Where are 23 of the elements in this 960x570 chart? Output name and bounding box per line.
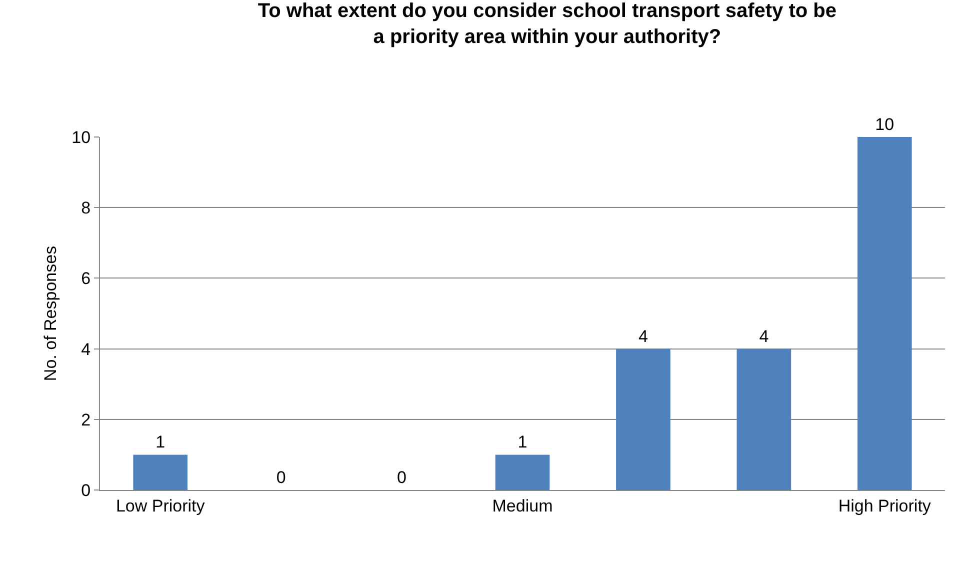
x-tick-label: Low Priority [116,496,206,516]
data-label: 4 [638,326,648,346]
x-tick-label: Medium [492,496,553,516]
data-label: 4 [759,326,769,346]
y-tick-label: 0 [81,480,91,500]
chart-title: To what extent do you consider school transport safety to be a priority area within your authority? [258,0,836,48]
bar [495,454,550,490]
data-label: 0 [276,468,286,487]
x-tick-label: High Priority [838,496,932,516]
y-tick-label: 8 [81,198,91,218]
data-label: 1 [518,432,528,452]
data-label: 10 [875,115,894,134]
bar [616,348,670,490]
y-tick-label: 2 [81,410,91,430]
y-axis-title: No. of Responses [41,246,60,382]
bar [133,454,188,490]
y-tick-label: 6 [81,269,91,288]
bar [736,348,792,490]
y-tick-label: 10 [72,128,91,147]
data-label: 1 [156,432,166,452]
data-label: 0 [397,468,407,487]
bar [857,137,912,490]
y-tick-label: 4 [81,340,91,359]
